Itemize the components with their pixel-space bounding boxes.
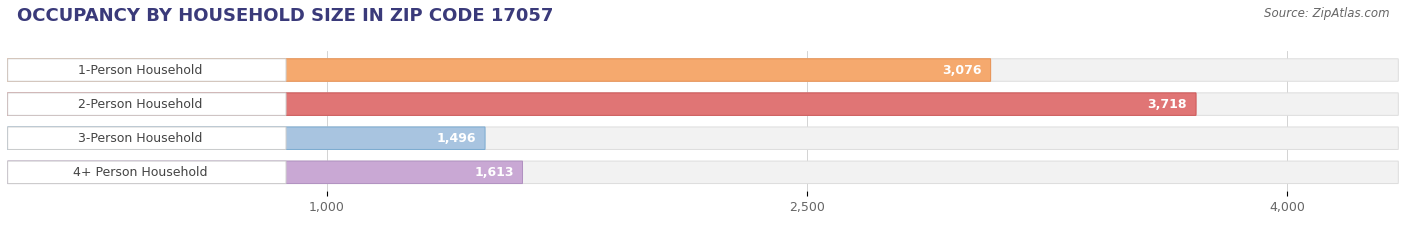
Text: Source: ZipAtlas.com: Source: ZipAtlas.com [1264, 7, 1389, 20]
FancyBboxPatch shape [7, 127, 285, 149]
Text: 3,076: 3,076 [942, 64, 981, 76]
Text: 1-Person Household: 1-Person Household [79, 64, 202, 76]
Text: 3,718: 3,718 [1147, 98, 1187, 111]
FancyBboxPatch shape [7, 93, 1197, 115]
Text: 2-Person Household: 2-Person Household [79, 98, 202, 111]
Text: 1,613: 1,613 [474, 166, 513, 179]
FancyBboxPatch shape [7, 59, 285, 81]
FancyBboxPatch shape [7, 161, 285, 184]
FancyBboxPatch shape [7, 161, 523, 184]
FancyBboxPatch shape [7, 127, 1399, 149]
FancyBboxPatch shape [7, 127, 485, 149]
Text: 4+ Person Household: 4+ Person Household [73, 166, 208, 179]
Text: 1,496: 1,496 [437, 132, 477, 145]
FancyBboxPatch shape [7, 93, 285, 115]
Text: 3-Person Household: 3-Person Household [79, 132, 202, 145]
FancyBboxPatch shape [7, 161, 1399, 184]
Text: OCCUPANCY BY HOUSEHOLD SIZE IN ZIP CODE 17057: OCCUPANCY BY HOUSEHOLD SIZE IN ZIP CODE … [17, 7, 553, 25]
FancyBboxPatch shape [7, 59, 1399, 81]
FancyBboxPatch shape [7, 93, 1399, 115]
FancyBboxPatch shape [7, 59, 991, 81]
